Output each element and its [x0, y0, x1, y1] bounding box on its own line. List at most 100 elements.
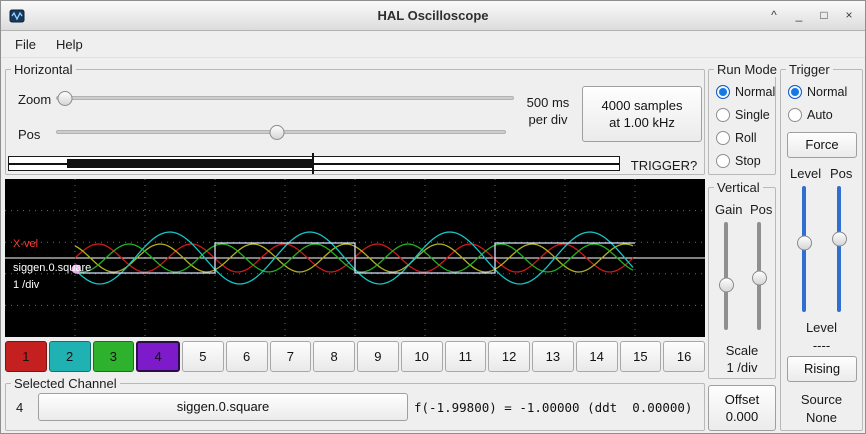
- pos-slider[interactable]: [56, 123, 506, 141]
- offset-value: 0.000: [725, 408, 759, 424]
- vertical-pos-label: Pos: [750, 202, 773, 217]
- horizontal-group: Horizontal Zoom 500 ms per div 4000 samp…: [5, 62, 705, 175]
- channel-button-14[interactable]: 14: [575, 341, 618, 372]
- radio-dot[interactable]: [716, 131, 730, 145]
- radio-label: Roll: [735, 131, 757, 145]
- trigger-level-slider[interactable]: [795, 186, 813, 312]
- trigger-source-label: Source: [800, 392, 843, 407]
- channel-button-15[interactable]: 15: [619, 341, 662, 372]
- radio-auto[interactable]: Auto: [788, 107, 847, 123]
- samples-line1: 4000 samples: [601, 97, 683, 113]
- channel-readout: f(-1.99800) = -1.00000 (ddt 0.00000): [414, 400, 693, 415]
- radio-dot[interactable]: [716, 85, 730, 99]
- vertical-group-title: Vertical: [714, 180, 763, 195]
- vertical-group: Vertical Gain Pos Scale 1 /div: [708, 180, 776, 379]
- trigger-mode-options: Normal Auto: [788, 84, 847, 123]
- channel-button-9[interactable]: 9: [357, 341, 399, 372]
- preview-marker[interactable]: [312, 153, 315, 174]
- trigger-group: Trigger Normal Auto Force Level Pos Level…: [780, 62, 863, 431]
- vertical-pos-slider[interactable]: [750, 222, 768, 330]
- gain-slider-handle[interactable]: [718, 277, 734, 293]
- radio-dot[interactable]: [788, 108, 802, 122]
- samples-button[interactable]: 4000 samples at 1.00 kHz: [582, 86, 702, 142]
- channel-button-7[interactable]: 7: [269, 341, 312, 372]
- app-icon: [9, 8, 25, 24]
- channel-button-11[interactable]: 11: [444, 341, 487, 372]
- selected-channel-group: Selected Channel 4 siggen.0.square f(-1.…: [5, 376, 705, 431]
- offset-label: Offset: [724, 391, 760, 407]
- trigger-edge-button[interactable]: Rising: [787, 356, 857, 382]
- zoom-slider[interactable]: [56, 89, 514, 107]
- minimize-button[interactable]: _: [795, 8, 803, 22]
- channel-button-1[interactable]: 1: [5, 341, 47, 372]
- trigger-level-caption: Level: [805, 320, 838, 335]
- svg-text:siggen.0.square: siggen.0.square: [13, 262, 91, 274]
- force-button[interactable]: Force: [787, 132, 857, 158]
- vertical-pos-handle[interactable]: [751, 270, 767, 286]
- time-per-div-value: 500 ms: [526, 95, 570, 110]
- channel-button-10[interactable]: 10: [400, 341, 443, 372]
- channel-buttons: 1 2 3 4 5 6 7 8 9 10 11 12 13 14 15 16: [5, 341, 705, 372]
- window-controls: ^ _ □ ×: [764, 5, 859, 25]
- trigger-level-handle[interactable]: [796, 235, 812, 251]
- menu-file[interactable]: File: [15, 37, 36, 52]
- zoom-label: Zoom: [18, 92, 52, 107]
- scope-display[interactable]: X-vel siggen.0.square 1 /div: [5, 179, 705, 337]
- run-mode-options: Normal Single Roll Stop: [716, 84, 775, 169]
- channel-button-8[interactable]: 8: [313, 341, 355, 372]
- radio-normal[interactable]: Normal: [788, 84, 847, 100]
- run-mode-group: Run Mode Normal Single Roll Stop: [708, 62, 780, 175]
- pos-label: Pos: [18, 127, 41, 142]
- trigger-pos-handle[interactable]: [831, 231, 847, 247]
- menubar: File Help: [1, 32, 865, 58]
- radio-dot[interactable]: [716, 154, 730, 168]
- trigger-level-label: Level: [790, 166, 822, 181]
- channel-button-2[interactable]: 2: [48, 341, 91, 372]
- trigger-source-value: None: [805, 410, 838, 425]
- channel-button-13[interactable]: 13: [532, 341, 574, 372]
- channel-button-16[interactable]: 16: [663, 341, 705, 372]
- selected-channel-title: Selected Channel: [11, 376, 120, 391]
- radio-stop[interactable]: Stop: [716, 153, 775, 169]
- gain-label: Gain: [715, 202, 743, 217]
- close-button[interactable]: ×: [845, 8, 853, 22]
- selected-channel-name: siggen.0.square: [176, 399, 270, 414]
- time-per-div-unit: per div: [528, 112, 568, 127]
- samples-line2: at 1.00 kHz: [609, 114, 675, 130]
- trigger-pos-groove[interactable]: [837, 186, 841, 312]
- channel-button-4[interactable]: 4: [136, 341, 180, 372]
- run-mode-group-title: Run Mode: [714, 62, 780, 77]
- channel-button-6[interactable]: 6: [225, 341, 268, 372]
- svg-text:X-vel: X-vel: [13, 238, 38, 250]
- channel-button-12[interactable]: 12: [488, 341, 530, 372]
- channel-button-5[interactable]: 5: [182, 341, 224, 372]
- zoom-slider-handle[interactable]: [57, 90, 73, 106]
- trigger-level-value: ----: [812, 338, 831, 353]
- channel-button-3[interactable]: 3: [92, 341, 135, 372]
- svg-text:1 /div: 1 /div: [13, 279, 40, 291]
- radio-normal[interactable]: Normal: [716, 84, 775, 100]
- radio-dot[interactable]: [788, 85, 802, 99]
- gain-slider-groove[interactable]: [724, 222, 728, 330]
- trigger-group-title: Trigger: [786, 62, 833, 77]
- radio-roll[interactable]: Roll: [716, 130, 775, 146]
- menu-help[interactable]: Help: [55, 37, 83, 52]
- time-per-div: 500 ms per div: [518, 94, 578, 128]
- radio-dot[interactable]: [716, 108, 730, 122]
- radio-label: Single: [735, 108, 770, 122]
- zoom-slider-groove[interactable]: [56, 96, 514, 100]
- selected-channel-name-button[interactable]: siggen.0.square: [38, 393, 408, 421]
- shade-button[interactable]: ^: [771, 8, 777, 22]
- offset-button[interactable]: Offset 0.000: [708, 385, 776, 431]
- gain-slider[interactable]: [717, 222, 735, 330]
- trigger-edge-label: Rising: [803, 361, 841, 376]
- radio-single[interactable]: Single: [716, 107, 775, 123]
- pos-slider-handle[interactable]: [269, 124, 284, 140]
- capture-preview[interactable]: [8, 153, 620, 174]
- maximize-button[interactable]: □: [820, 8, 828, 22]
- trigger-pos-slider[interactable]: [830, 186, 848, 312]
- horizontal-group-title: Horizontal: [11, 62, 76, 77]
- titlebar[interactable]: HAL Oscilloscope ^ _ □ ×: [1, 1, 865, 31]
- trigger-pos-label: Pos: [830, 166, 853, 181]
- radio-label: Normal: [735, 85, 776, 99]
